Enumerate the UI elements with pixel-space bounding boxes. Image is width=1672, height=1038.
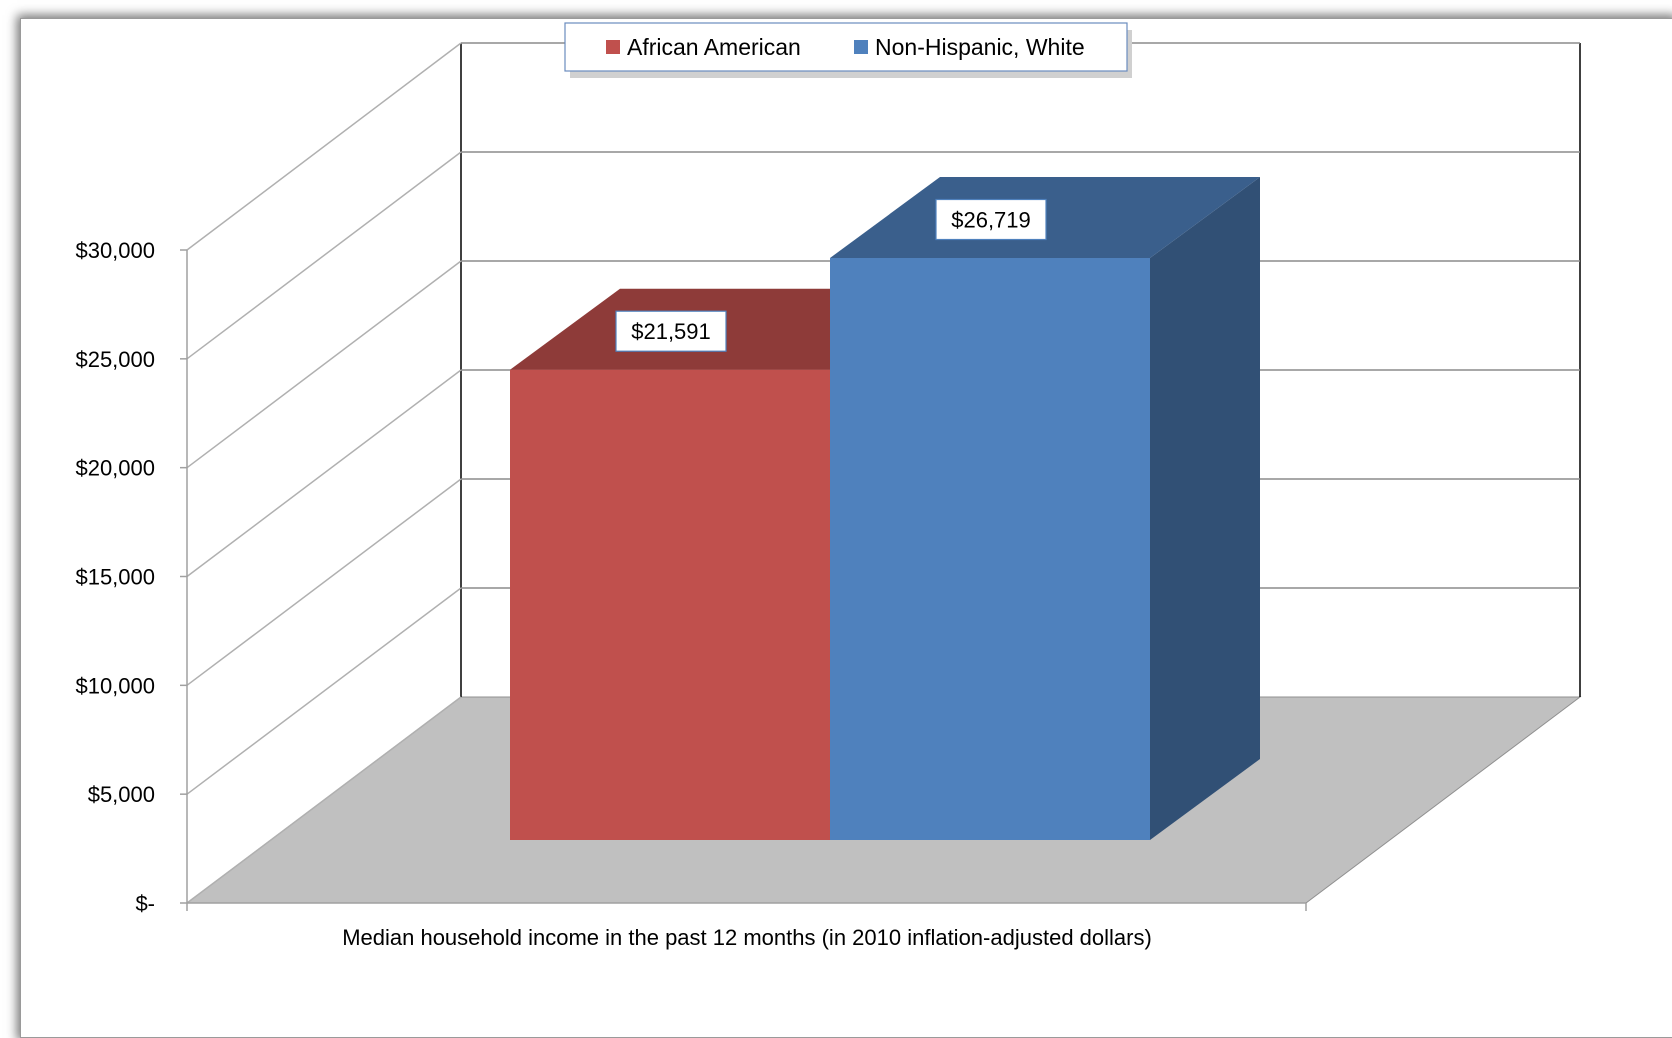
y-axis: $- $5,000 $10,000 $15,000 $20,000 $25,000 $30,…: [75, 238, 1307, 916]
gridline-side: [186, 478, 462, 686]
legend-label: African American: [627, 34, 801, 60]
legend-box: [564, 22, 1128, 72]
legend: African American Non-Hispanic, White: [564, 22, 1132, 78]
y-tick-label: $30,000: [75, 238, 155, 263]
legend-swatch: [854, 40, 868, 54]
bar-front-face: [830, 258, 1150, 840]
y-tick-label: $10,000: [75, 673, 155, 698]
legend-label: Non-Hispanic, White: [875, 34, 1085, 60]
data-labels: $21,591 $26,719: [615, 198, 1047, 352]
bar-non-hispanic-white: [830, 177, 1260, 840]
y-tick-label: $15,000: [75, 565, 155, 590]
y-tick-label: $20,000: [75, 456, 155, 481]
y-tick-label: $-: [135, 891, 155, 916]
x-axis-label: Median household income in the past 12 m…: [342, 925, 1152, 950]
gridline-side: [186, 260, 462, 469]
data-label: $21,591: [615, 310, 727, 352]
legend-swatch: [606, 40, 620, 54]
gridline-side: [186, 151, 462, 360]
gridline-side: [186, 42, 462, 251]
data-label: $26,719: [935, 198, 1047, 241]
data-label-box: [935, 198, 1047, 241]
y-tick-label: $25,000: [75, 347, 155, 372]
gridline-side: [186, 587, 462, 795]
bar-side-face: [1150, 177, 1260, 840]
data-label-text: $21,591: [631, 319, 711, 344]
data-label-text: $26,719: [951, 208, 1031, 233]
bars: [510, 177, 1260, 840]
data-label-box: [615, 310, 727, 352]
bar-front-face: [510, 369, 830, 840]
y-tick-label: $5,000: [88, 782, 155, 807]
gridline-side: [186, 369, 462, 578]
gridline-side: [186, 696, 462, 904]
